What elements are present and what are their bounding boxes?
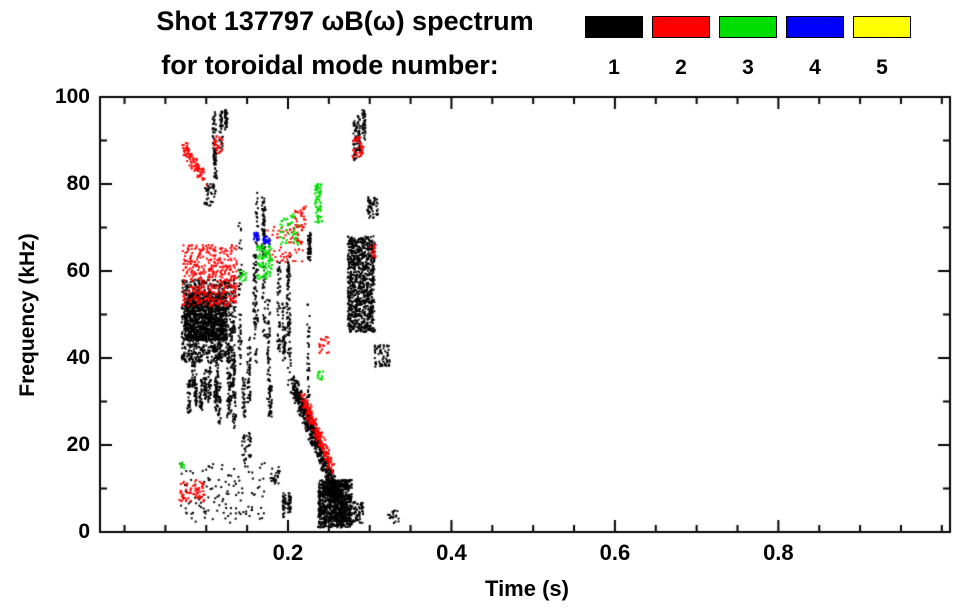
y-tick-label: 40 — [66, 346, 90, 369]
x-tick-label: 0.6 — [599, 540, 631, 565]
y-tick-label: 20 — [66, 433, 90, 456]
y-tick-label: 100 — [54, 85, 90, 108]
x-tick-label: 0.4 — [436, 540, 467, 565]
y-tick-label: 80 — [66, 172, 90, 195]
x-axis-label: Time (s) — [485, 576, 569, 601]
y-tick-label: 60 — [66, 259, 90, 282]
x-tick-label: 0.8 — [763, 540, 794, 565]
y-tick-label: 0 — [78, 520, 90, 543]
x-tick-label: 0.2 — [272, 540, 304, 565]
